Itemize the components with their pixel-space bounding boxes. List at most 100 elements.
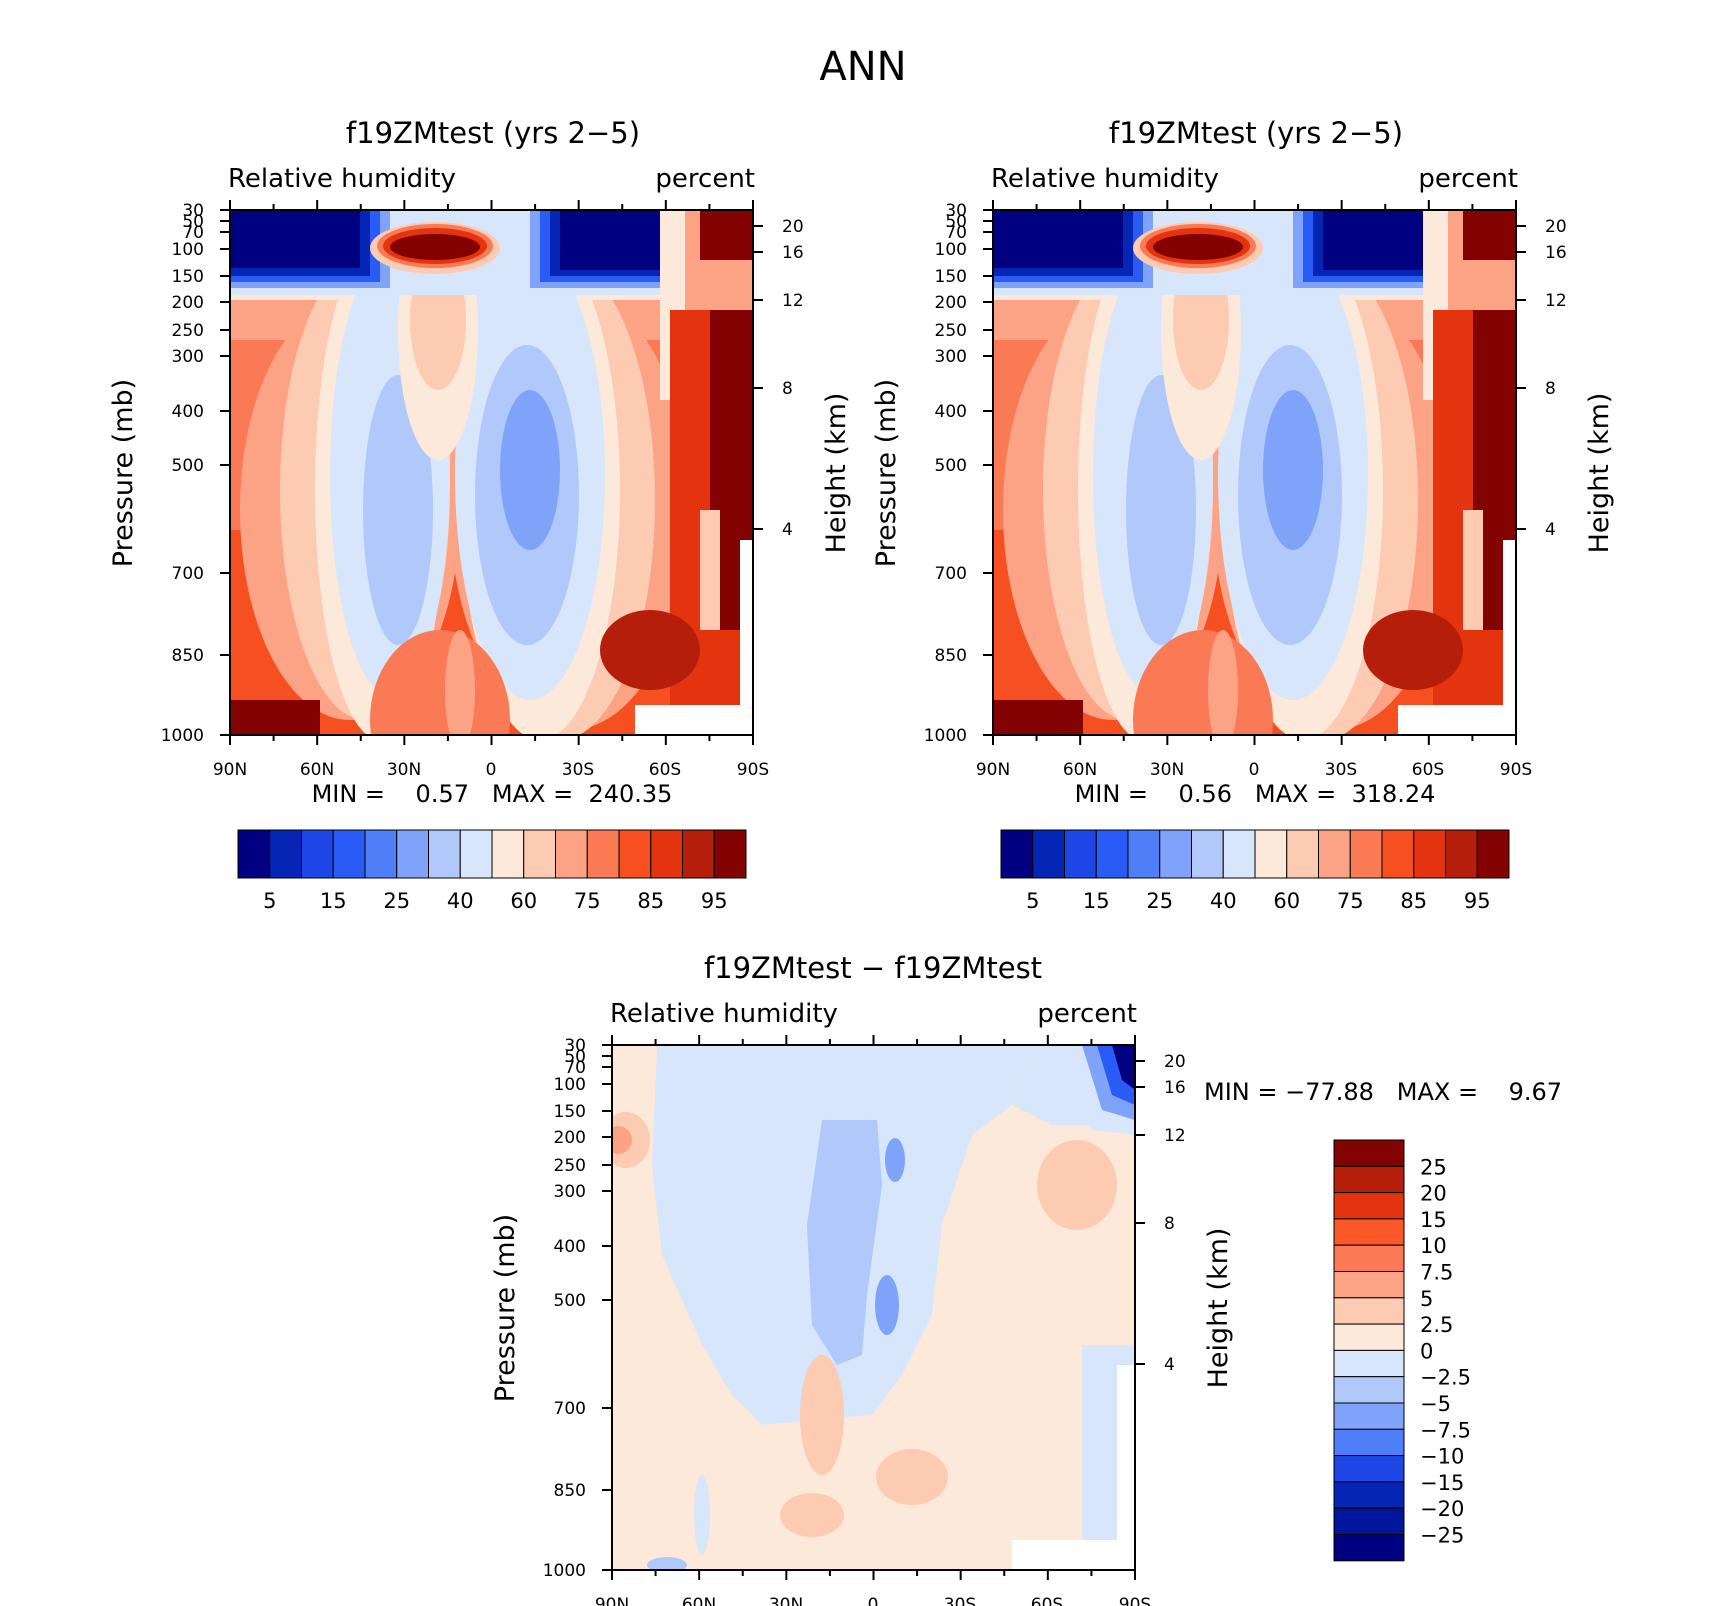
height-tick-label: 20 [1164, 1052, 1186, 1072]
height-axis-label: Height (km) [1584, 393, 1615, 554]
colorbar-swatch [1333, 1481, 1405, 1509]
colorbar-swatch [1381, 829, 1415, 879]
colorbar-swatch [1333, 1323, 1405, 1351]
colorbar-label: −25 [1420, 1524, 1464, 1548]
y-tick-label: 500 [172, 456, 204, 476]
axis-ticks [602, 1035, 1145, 1580]
colorbar-label: 95 [1464, 889, 1491, 913]
y-tick-label: 50 [945, 212, 967, 232]
y-axis-label: Pressure (mb) [871, 379, 902, 567]
min-max-readout: MIN = 0.56 MAX = 318.24 [1075, 780, 1436, 808]
colorbar-label: 85 [1400, 889, 1427, 913]
panel-title: f19ZMtest (yrs 2−5) [346, 116, 640, 150]
colorbar-swatch [1286, 829, 1319, 879]
colorbar-label: 15 [320, 889, 347, 913]
x-tick-label: 30S [944, 1595, 976, 1606]
colorbar-label: −2.5 [1420, 1366, 1471, 1390]
y-tick-label: 250 [172, 321, 204, 341]
contour-fill [993, 210, 1516, 735]
x-tick-label: 30S [562, 760, 594, 780]
colorbar-label: 0 [1420, 1339, 1433, 1363]
colorbar-swatch [396, 829, 429, 879]
height-tick-label: 12 [782, 291, 804, 311]
x-tick-label: 90N [976, 760, 1010, 780]
colorbar-swatch [1333, 1297, 1405, 1325]
variable-label: Relative humidity [610, 999, 838, 1029]
contour-fill [612, 1045, 1135, 1570]
y-tick-label: 400 [172, 402, 204, 422]
colorbar-label: 25 [1420, 1155, 1447, 1179]
colorbar-swatch [301, 829, 334, 879]
colorbar-label: 5 [1026, 889, 1039, 913]
colorbar-label: 60 [1273, 889, 1300, 913]
colorbar-label: 95 [701, 889, 728, 913]
height-tick-label: 16 [1545, 243, 1567, 263]
y-tick-label: 150 [935, 267, 967, 287]
axis-ticks [983, 200, 1526, 745]
x-tick-labels: 90N 60N 30N 0 30S 60S 90S [213, 760, 769, 780]
colorbar-label: 40 [447, 889, 474, 913]
x-tick-label: 90S [737, 760, 769, 780]
colorbar-label: −20 [1420, 1497, 1464, 1521]
colorbar-label: 20 [1420, 1182, 1447, 1206]
axis-ticks [220, 200, 763, 745]
variable-label: Relative humidity [991, 164, 1219, 194]
colorbar-swatch [1333, 1349, 1405, 1378]
colorbar-swatch [555, 829, 588, 879]
y-tick-label: 850 [172, 646, 204, 666]
colorbar-swatch [1222, 829, 1256, 879]
colorbar-swatch [269, 829, 302, 879]
x-tick-label: 60S [649, 760, 681, 780]
y-tick-label: 250 [554, 1156, 586, 1176]
x-tick-label: 90S [1119, 1595, 1151, 1606]
colorbar-label: 10 [1420, 1234, 1447, 1258]
colorbar-swatch [1333, 1428, 1405, 1457]
x-tick-label: 60N [300, 760, 334, 780]
figure-title: ANN [819, 44, 906, 90]
y-tick-label: 50 [182, 212, 204, 232]
y-axis-label: Pressure (mb) [108, 379, 139, 567]
colorbar-swatch [1254, 829, 1288, 879]
colorbar-swatch [1032, 829, 1065, 879]
y-tick-label: 70 [564, 1058, 586, 1078]
colorbar-label: 75 [574, 889, 601, 913]
height-tick-labels: 20 16 12 8 4 [1545, 217, 1567, 540]
height-axis-label: Height (km) [821, 393, 852, 554]
colorbar-swatch [364, 829, 398, 879]
colorbar-swatch [1159, 829, 1192, 879]
height-tick-label: 16 [1164, 1078, 1186, 1098]
y-tick-label: 300 [554, 1182, 586, 1202]
colorbar-label: −15 [1420, 1471, 1464, 1495]
colorbar-swatch [1095, 829, 1129, 879]
units-label: percent [1418, 164, 1518, 194]
y-tick-label: 300 [935, 347, 967, 367]
height-tick-labels: 20 16 12 8 4 [782, 217, 804, 540]
height-axis-label: Height (km) [1203, 1228, 1234, 1389]
contour-field [612, 1045, 1135, 1570]
y-tick-label: 1000 [543, 1561, 586, 1581]
panel-top-left: f19ZMtest (yrs 2−5) Relative humidity pe… [108, 116, 852, 913]
colorbar-swatch [618, 829, 652, 879]
colorbar-swatch [1064, 829, 1097, 879]
y-tick-label: 70 [945, 223, 967, 243]
colorbar-swatch [332, 829, 366, 879]
x-tick-label: 90N [213, 760, 247, 780]
colorbar-swatch [1333, 1271, 1405, 1299]
panel-bottom: f19ZMtest − f19ZMtest Relative humidity … [490, 951, 1562, 1606]
colorbar-swatch [1333, 1402, 1405, 1430]
contour-field [230, 210, 753, 735]
colorbar-swatch [1333, 1218, 1405, 1246]
colorbar-swatch [682, 829, 715, 879]
y-tick-label: 30 [945, 201, 967, 221]
x-tick-label: 30S [1325, 760, 1357, 780]
colorbar-label: −10 [1420, 1445, 1464, 1469]
y-tick-label: 850 [554, 1481, 586, 1501]
x-tick-label: 30N [387, 760, 421, 780]
colorbar-label: 15 [1420, 1208, 1447, 1232]
colorbar-swatch [1333, 1507, 1405, 1535]
min-max-readout: MIN = −77.88 MAX = 9.67 [1204, 1078, 1562, 1106]
y-tick-label: 300 [172, 347, 204, 367]
height-tick-label: 20 [1545, 217, 1567, 237]
y-tick-label: 100 [172, 240, 204, 260]
